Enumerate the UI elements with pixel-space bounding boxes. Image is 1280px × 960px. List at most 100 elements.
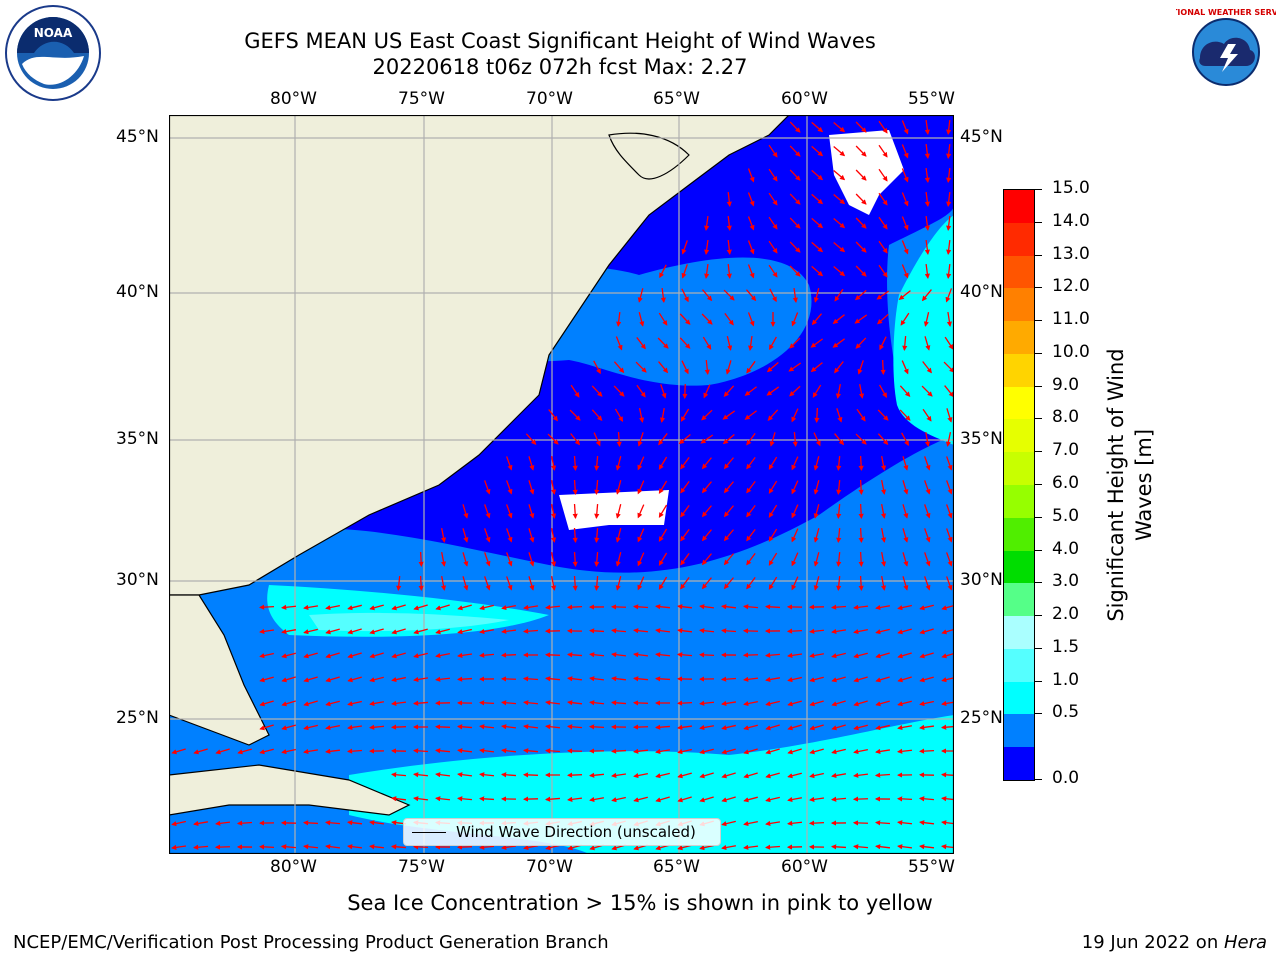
wave-direction-arrow (369, 628, 384, 635)
wave-direction-arrow (878, 192, 888, 206)
wave-direction-arrow (528, 528, 535, 543)
wave-direction-arrow (831, 700, 846, 707)
sea-ice-caption: Sea Ice Concentration > 15% is shown in … (347, 891, 933, 915)
wave-direction-arrow (769, 288, 777, 303)
wave-direction-arrow (901, 168, 909, 183)
wave-direction-arrow (633, 772, 648, 779)
wave-direction-arrow (901, 144, 909, 159)
wave-direction-arrow (391, 604, 406, 611)
wave-direction-arrow (303, 844, 319, 850)
wave-direction-arrow (831, 628, 847, 635)
wave-direction-arrow (853, 772, 869, 778)
wave-direction-arrow (412, 844, 429, 850)
colorbar-label: Significant Height of Wind Waves [m] (1095, 210, 1165, 760)
wave-direction-arrow (484, 504, 491, 519)
wave-direction-arrow (680, 576, 690, 590)
wave-direction-arrow (853, 748, 868, 755)
wave-direction-arrow (897, 628, 912, 635)
wave-direction-arrow (765, 676, 781, 683)
wave-direction-arrow (922, 408, 932, 422)
wave-direction-arrow (413, 628, 428, 635)
wave-direction-arrow (545, 724, 561, 730)
wave-direction-arrow (811, 265, 824, 277)
colorbar-tick-mark (1035, 680, 1042, 682)
wave-direction-arrow (924, 456, 931, 471)
wave-direction-arrow (747, 264, 755, 279)
colorbar-tick-mark (1035, 582, 1042, 584)
wave-direction-arrow (834, 433, 845, 446)
wave-direction-arrow (765, 820, 781, 827)
colorbar-tick-mark (1035, 287, 1042, 289)
wave-direction-arrow (877, 433, 889, 446)
wave-direction-arrow (566, 772, 583, 778)
wave-direction-arrow (902, 504, 909, 519)
wave-direction-arrow (858, 551, 864, 568)
wave-direction-arrow (768, 456, 778, 470)
wave-direction-arrow (875, 724, 890, 731)
wave-direction-arrow (746, 553, 756, 566)
wave-direction-arrow (701, 289, 713, 302)
wave-direction-arrow (919, 652, 934, 659)
wave-direction-arrow (723, 577, 734, 590)
wave-direction-arrow (830, 604, 847, 610)
wave-direction-arrow (747, 192, 755, 207)
wave-direction-arrow (809, 652, 824, 659)
wave-direction-arrow (589, 676, 605, 682)
wave-direction-arrow (500, 652, 517, 658)
wave-direction-arrow (611, 676, 627, 682)
wave-direction-arrow (946, 408, 953, 423)
wave-direction-arrow (698, 652, 715, 658)
wave-direction-arrow (830, 796, 847, 802)
wave-direction-arrow (875, 652, 890, 659)
wave-direction-arrow (747, 240, 755, 255)
wave-direction-arrow (897, 604, 912, 611)
wave-direction-arrow (854, 289, 867, 301)
lat-label-right-40n: 40°N (960, 282, 1003, 302)
wave-direction-arrow (632, 700, 649, 706)
wave-direction-arrow (902, 335, 908, 352)
wave-direction-arrow (726, 263, 732, 279)
noaa-logo: NOAA (5, 5, 101, 101)
wave-direction-arrow (721, 820, 736, 827)
wave-direction-arrow (611, 796, 626, 803)
wave-direction-arrow (528, 552, 535, 567)
wave-direction-arrow (615, 552, 622, 567)
wave-direction-arrow (924, 528, 931, 543)
wave-direction-arrow (528, 504, 535, 519)
wave-direction-arrow (347, 676, 362, 683)
wave-direction-arrow (810, 362, 823, 373)
wave-direction-arrow (680, 480, 690, 494)
wave-direction-arrow (522, 676, 539, 682)
wave-direction-arrow (566, 652, 583, 658)
wave-direction-arrow (655, 604, 671, 610)
wave-direction-arrow (281, 604, 297, 610)
wave-direction-arrow (369, 820, 385, 826)
lon-label-top-55w: 55°W (908, 89, 955, 109)
wave-direction-arrow (769, 432, 776, 447)
wave-direction-arrow (570, 384, 580, 398)
wave-direction-arrow (704, 215, 710, 231)
wave-direction-arrow (721, 772, 736, 779)
wave-direction-arrow (325, 725, 340, 731)
wave-direction-arrow (677, 628, 693, 634)
land-florida (169, 594, 270, 746)
colorbar-segment (1004, 714, 1034, 748)
wave-direction-arrow (501, 604, 516, 611)
wave-direction-arrow (813, 432, 821, 447)
wave-direction-arrow (704, 263, 710, 279)
wave-direction-arrow (897, 820, 913, 826)
wave-direction-arrow (303, 748, 319, 755)
lon-label-bottom-55w: 55°W (908, 857, 955, 877)
wave-direction-arrow (746, 481, 756, 494)
lon-label-bottom-70w: 70°W (526, 857, 573, 877)
wave-direction-arrow (658, 528, 668, 542)
wave-direction-arrow (325, 676, 340, 683)
colorbar-tick-label: 6.0 (1052, 473, 1080, 493)
wave-direction-arrow (303, 628, 318, 635)
wave-direction-arrow (462, 552, 469, 567)
colorbar-segment (1004, 321, 1034, 355)
lon-label-top-70w: 70°W (526, 89, 573, 109)
wave-direction-arrow (896, 796, 913, 802)
wave-direction-arrow (588, 724, 605, 730)
wave-direction-arrow (855, 145, 867, 157)
